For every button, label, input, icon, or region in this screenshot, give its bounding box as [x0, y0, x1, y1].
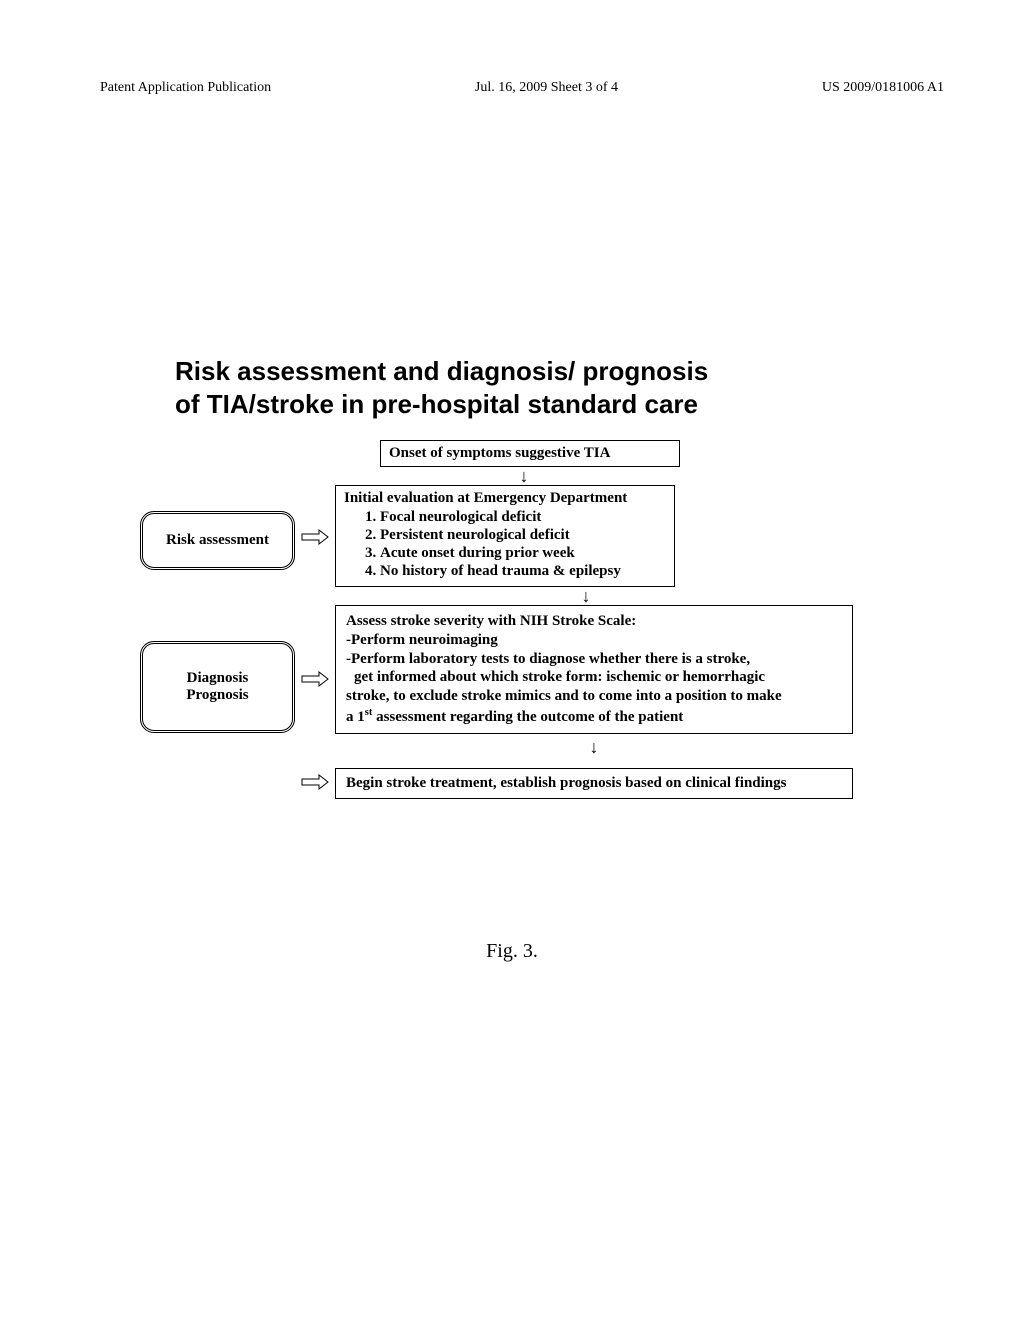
- header-mid: Jul. 16, 2009 Sheet 3 of 4: [475, 80, 618, 96]
- assess-line-part: assessment regarding the outcome of the …: [372, 709, 683, 725]
- arrow-right-icon: [301, 774, 329, 790]
- arrow-down-icon: ↓: [580, 587, 592, 605]
- right-stack: Assess stroke severity with NIH Stroke S…: [335, 605, 853, 799]
- title-line-2: of TIA/stroke in pre-hospital standard c…: [175, 388, 875, 421]
- initial-evaluation-box: Initial evaluation at Emergency Departme…: [335, 485, 675, 587]
- diagnosis-row: Diagnosis Prognosis Assess stroke severi…: [140, 605, 900, 799]
- assess-line: stroke, to exclude stroke mimics and to …: [346, 687, 842, 706]
- flowchart: Onset of symptoms suggestive TIA ↓ Risk …: [140, 440, 900, 799]
- arrow-right-icon: [301, 529, 329, 545]
- figure-caption: Fig. 3.: [0, 940, 1024, 963]
- assess-line: Assess stroke severity with NIH Stroke S…: [346, 612, 842, 631]
- diag-label-2: Prognosis: [153, 687, 282, 704]
- assess-line: -Perform laboratory tests to diagnose wh…: [346, 650, 842, 669]
- arrow-down-icon: ↓: [518, 467, 530, 485]
- figure-title: Risk assessment and diagnosis/ prognosis…: [175, 355, 875, 420]
- eval-item: Persistent neurological deficit: [380, 527, 666, 544]
- arrow-down-icon: ↓: [588, 738, 600, 756]
- page-header: Patent Application Publication Jul. 16, …: [100, 80, 944, 96]
- begin-treatment-box: Begin stroke treatment, establish progno…: [335, 768, 853, 799]
- header-left: Patent Application Publication: [100, 80, 271, 96]
- eval-item: No history of head trauma & epilepsy: [380, 563, 666, 580]
- assess-box: Assess stroke severity with NIH Stroke S…: [335, 605, 853, 734]
- title-line-1: Risk assessment and diagnosis/ prognosis: [175, 355, 875, 388]
- diagnosis-prognosis-label: Diagnosis Prognosis: [140, 641, 295, 733]
- side-arrows: [295, 605, 335, 799]
- risk-row: Risk assessment Initial evaluation at Em…: [140, 485, 900, 587]
- assess-line: get informed about which stroke form: is…: [346, 668, 842, 687]
- assess-line: a 1st assessment regarding the outcome o…: [346, 706, 842, 727]
- eval-item: Focal neurological deficit: [380, 509, 666, 526]
- assess-line-part: a 1: [346, 709, 365, 725]
- onset-box: Onset of symptoms suggestive TIA: [380, 440, 680, 467]
- page: Patent Application Publication Jul. 16, …: [0, 0, 1024, 1320]
- risk-assessment-label: Risk assessment: [140, 511, 295, 570]
- eval-item: Acute onset during prior week: [380, 545, 666, 562]
- eval-title: Initial evaluation at Emergency Departme…: [344, 490, 666, 507]
- assess-line: -Perform neuroimaging: [346, 631, 842, 650]
- diag-label-1: Diagnosis: [153, 670, 282, 687]
- header-right: US 2009/0181006 A1: [822, 80, 944, 96]
- arrow-right-icon: [301, 671, 329, 687]
- eval-list: Focal neurological deficit Persistent ne…: [380, 509, 666, 580]
